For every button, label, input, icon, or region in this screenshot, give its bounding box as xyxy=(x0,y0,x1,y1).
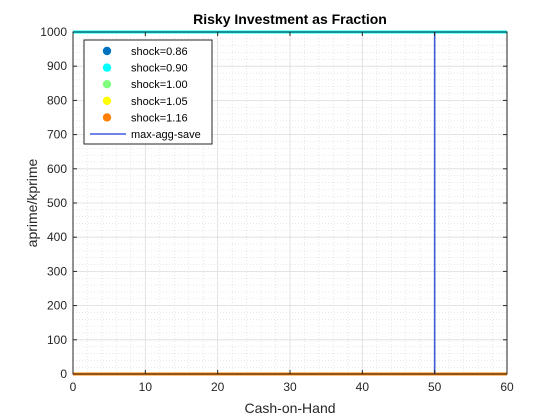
legend-label: shock=1.05 xyxy=(131,96,188,108)
legend-label: shock=1.16 xyxy=(131,112,188,124)
x-tick-label: 10 xyxy=(139,380,153,394)
x-tick-label: 40 xyxy=(356,380,370,394)
legend-marker xyxy=(102,80,112,89)
y-tick-label: 900 xyxy=(47,59,67,73)
y-tick-label: 200 xyxy=(47,299,67,313)
legend-marker xyxy=(102,63,112,72)
x-tick-label: 20 xyxy=(211,380,225,394)
legend-marker xyxy=(102,96,112,106)
legend-label: shock=0.90 xyxy=(131,63,188,75)
x-tick-label: 50 xyxy=(428,380,442,394)
legend: shock=0.86 shock=0.90 shock=1.00 shock=1.05… xyxy=(83,39,213,145)
y-tick-label: 300 xyxy=(47,264,67,278)
legend-box xyxy=(83,39,213,145)
legend-label: shock=0.86 xyxy=(131,46,188,58)
y-tick-label: 0 xyxy=(60,367,67,381)
y-tick-label: 1000 xyxy=(40,25,67,39)
legend-label: max-agg-save xyxy=(131,129,201,141)
x-axis-label: Cash-on-Hand xyxy=(244,400,335,416)
legend-marker xyxy=(102,46,112,56)
x-tick-label: 0 xyxy=(70,380,77,394)
y-tick-label: 800 xyxy=(47,93,67,107)
y-tick-label: 100 xyxy=(47,333,67,347)
tick-marks xyxy=(72,31,508,375)
y-tick-label: 700 xyxy=(47,128,67,142)
y-axis-label: aprime/kprime xyxy=(24,158,40,247)
chart-title: Risky Investment as Fraction xyxy=(193,11,387,27)
legend-marker xyxy=(102,113,112,122)
x-tick-labels: 0 10 20 30 40 50 60 xyxy=(70,380,514,394)
legend-entries: shock=0.86 shock=0.90 shock=1.00 shock=1.05… xyxy=(90,46,201,141)
legend-label: shock=1.00 xyxy=(131,79,188,91)
x-tick-label: 30 xyxy=(283,380,297,394)
y-tick-label: 400 xyxy=(47,230,67,244)
y-tick-labels: 0 100 200 300 400 500 600 700 800 900 1000 xyxy=(40,25,67,381)
y-tick-label: 600 xyxy=(47,162,67,176)
x-tick-label: 60 xyxy=(500,380,514,394)
y-tick-label: 500 xyxy=(47,196,67,210)
